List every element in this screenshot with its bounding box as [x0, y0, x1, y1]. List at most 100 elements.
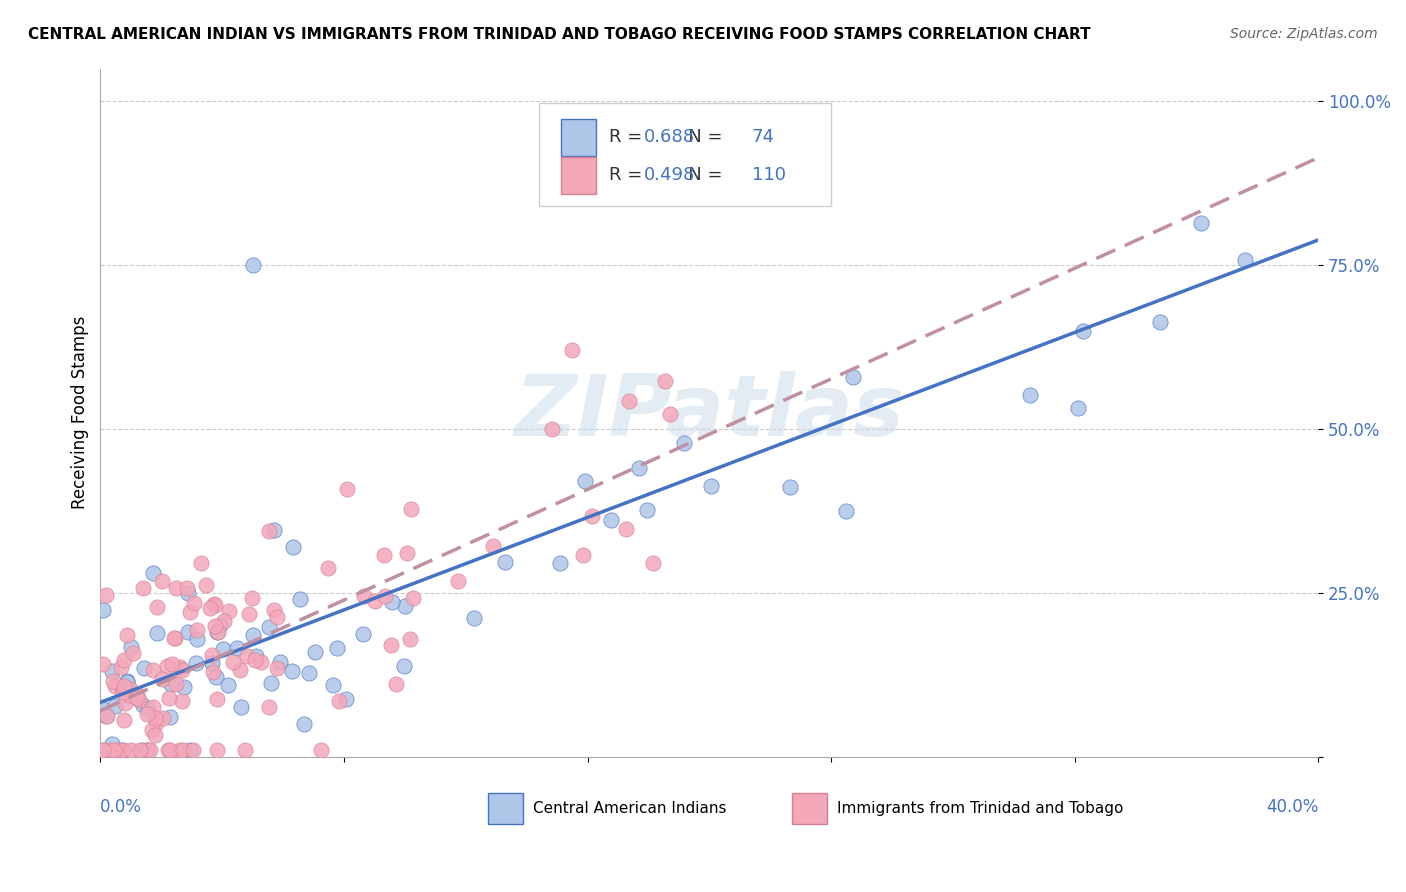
Text: Immigrants from Trinidad and Tobago: Immigrants from Trinidad and Tobago: [837, 801, 1123, 816]
Point: [173, 680, 195, 694]
Point: [186, 624, 208, 638]
Point: [142, 700, 165, 714]
Point: [211, 641, 233, 656]
Point: [394, 599, 416, 613]
Point: [103, 673, 125, 688]
Point: [181, 743, 204, 757]
Point: [136, 743, 159, 757]
Point: [226, 640, 249, 655]
Point: [179, 743, 201, 757]
Point: [614, 522, 637, 536]
Point: [1233, 252, 1256, 267]
FancyBboxPatch shape: [792, 793, 828, 823]
Point: [93, 657, 115, 671]
Point: [93, 743, 115, 757]
Point: [373, 548, 395, 562]
FancyBboxPatch shape: [561, 157, 596, 194]
Point: [281, 540, 304, 554]
Point: [1071, 324, 1094, 338]
Point: [385, 677, 408, 691]
Point: [132, 661, 155, 675]
Point: [292, 717, 315, 731]
Point: [142, 566, 165, 581]
Point: [463, 611, 485, 625]
Point: [112, 653, 135, 667]
Point: [163, 631, 186, 645]
Point: [101, 737, 124, 751]
Point: [353, 590, 375, 604]
Point: [627, 460, 650, 475]
Point: [242, 258, 264, 272]
Point: [257, 524, 280, 538]
Text: 110: 110: [752, 166, 786, 185]
Point: [298, 665, 321, 680]
Text: 0.688: 0.688: [644, 128, 695, 146]
Point: [326, 641, 349, 656]
Point: [636, 503, 658, 517]
Point: [401, 502, 423, 516]
Point: [156, 658, 179, 673]
Point: [172, 663, 194, 677]
Point: [120, 640, 142, 655]
Point: [328, 694, 350, 708]
Point: [205, 691, 228, 706]
Point: [209, 617, 232, 632]
Point: [581, 509, 603, 524]
Point: [240, 591, 263, 605]
Point: [93, 702, 115, 716]
Point: [96, 709, 118, 723]
Point: [93, 743, 115, 757]
Point: [141, 723, 163, 738]
Point: [204, 619, 226, 633]
Point: [228, 663, 250, 677]
Point: [222, 655, 245, 669]
Point: [160, 657, 183, 672]
Point: [380, 638, 402, 652]
Point: [207, 625, 229, 640]
Point: [118, 689, 141, 703]
Point: [111, 743, 134, 757]
Point: [115, 628, 138, 642]
Point: [117, 674, 139, 689]
Point: [165, 677, 187, 691]
Point: [94, 588, 117, 602]
Y-axis label: Receiving Food Stamps: Receiving Food Stamps: [72, 316, 89, 509]
Point: [394, 659, 416, 673]
Text: 0.0%: 0.0%: [100, 798, 142, 816]
Point: [335, 692, 357, 706]
Point: [641, 556, 664, 570]
Text: R =        N =: R = N =: [609, 128, 723, 146]
Point: [111, 683, 134, 698]
FancyBboxPatch shape: [488, 793, 523, 823]
Point: [120, 743, 142, 757]
Point: [136, 702, 159, 716]
Point: [250, 655, 273, 669]
Point: [184, 656, 207, 670]
Point: [100, 665, 122, 679]
Point: [700, 479, 723, 493]
Point: [152, 574, 174, 588]
Point: [157, 690, 180, 705]
Point: [159, 710, 181, 724]
Point: [201, 665, 224, 680]
Point: [112, 679, 135, 693]
Point: [759, 146, 782, 161]
Point: [186, 632, 208, 646]
Point: [146, 626, 169, 640]
Point: [105, 743, 128, 757]
Point: [309, 743, 332, 757]
Point: [110, 660, 132, 674]
Point: [121, 646, 143, 660]
Point: [316, 561, 339, 575]
Point: [136, 707, 159, 722]
Text: R =        N =: R = N =: [609, 166, 723, 185]
Point: [257, 620, 280, 634]
Point: [177, 625, 200, 640]
Point: [494, 555, 516, 569]
Point: [236, 649, 259, 664]
Point: [132, 698, 155, 712]
Point: [540, 422, 562, 436]
Point: [1189, 216, 1212, 230]
Text: 74: 74: [752, 128, 775, 146]
Point: [104, 699, 127, 714]
